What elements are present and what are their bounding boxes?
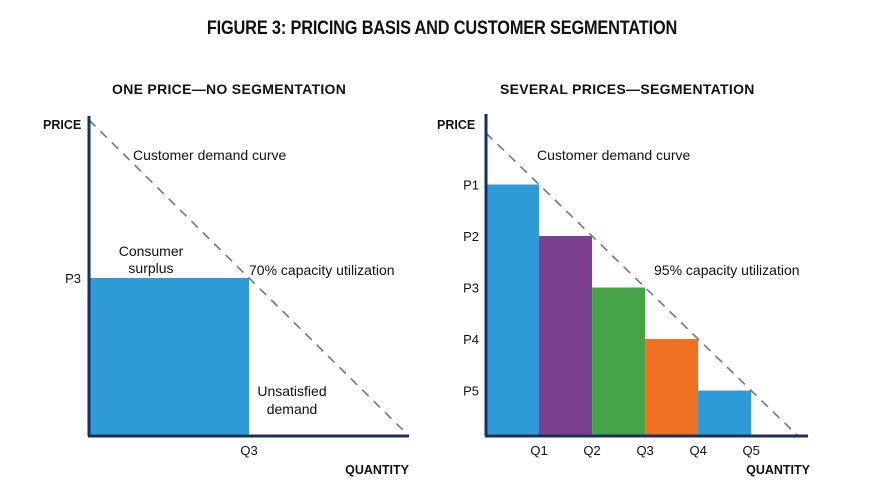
figure-title: FIGURE 3: PRICING BASIS AND CUSTOMER SEG… [206,18,678,39]
right-x-axis-label: QUANTITY [746,463,811,477]
right-bar-p3 [592,287,646,436]
right-quantity-tick-q4: Q4 [689,443,706,458]
consumer-surplus-line2: surplus [128,260,173,276]
right-quantity-tick-q5: Q5 [743,443,760,458]
right-panel-title: SEVERAL PRICES—SEGMENTATION [500,81,755,97]
left-demand-curve [88,119,410,437]
right-quantity-tick-q1: Q1 [530,443,547,458]
right-bar-p4 [645,339,699,436]
right-bar-p5 [698,390,752,436]
right-price-tick-p1: P1 [463,178,479,193]
right-y-axis-label: PRICE [437,118,475,132]
right-price-tick-p3: P3 [463,281,479,296]
left-bar-p3 [89,278,249,436]
left-panel-title: ONE PRICE—NO SEGMENTATION [112,81,347,97]
left-quantity-tick-q3: Q3 [240,443,257,458]
right-quantity-tick-q3: Q3 [636,443,653,458]
right-bar-p1 [486,184,540,436]
right-quantity-tick-q2: Q2 [583,443,600,458]
consumer-surplus-line1: Consumer [119,243,184,259]
left-utilization-label: 70% capacity utilization [249,262,395,278]
right-demand-curve [485,132,799,437]
left-chart: PRICE QUANTITY Customer demand curve Con… [43,116,410,477]
right-bar-p2 [539,236,593,436]
right-chart: PRICE QUANTITY Customer demand curve 95%… [437,114,811,477]
left-x-axis-label: QUANTITY [345,463,410,477]
right-price-tick-p5: P5 [463,384,479,399]
left-y-axis-label: PRICE [43,118,81,132]
right-demand-curve-label: Customer demand curve [537,147,691,163]
unsatisfied-demand-line2: demand [267,401,318,417]
right-price-tick-p4: P4 [463,332,479,347]
left-price-tick-p3: P3 [65,271,81,286]
right-utilization-label: 95% capacity utilization [654,262,800,278]
left-demand-curve-label: Customer demand curve [133,147,287,163]
right-price-tick-p2: P2 [463,229,479,244]
unsatisfied-demand-line1: Unsatisfied [257,383,326,399]
